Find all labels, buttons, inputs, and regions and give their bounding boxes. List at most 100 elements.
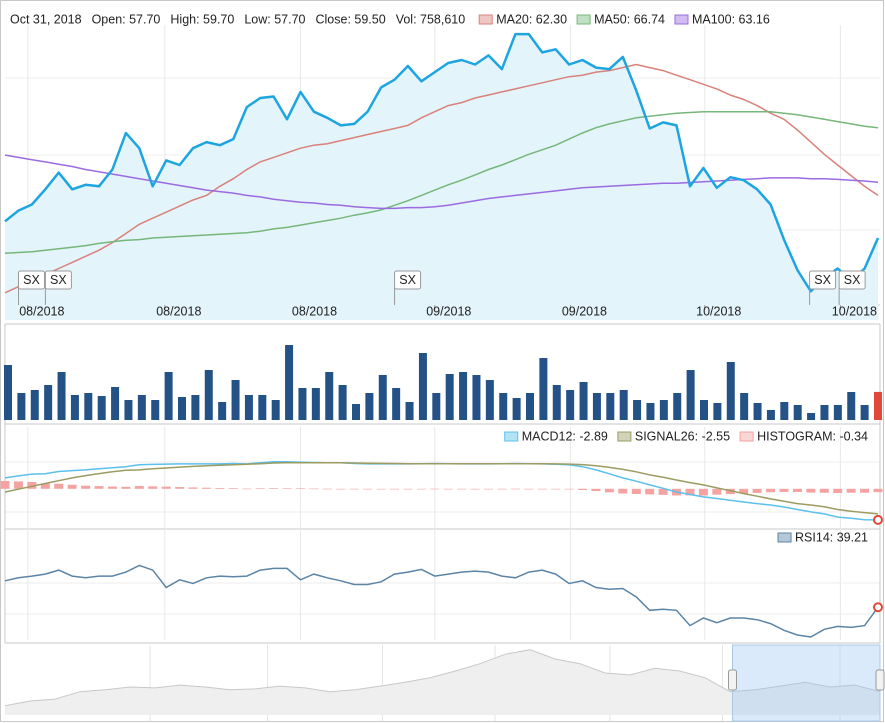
marker-box — [44, 270, 72, 290]
volume-bar — [378, 375, 387, 420]
price-line — [4, 32, 880, 293]
volume-bar — [258, 395, 267, 420]
histogram-bar — [578, 488, 588, 490]
histogram-bar — [94, 486, 104, 489]
histogram-bar — [269, 488, 279, 489]
volume-bar — [740, 393, 749, 420]
volume-bar — [298, 388, 307, 420]
x-tick-label: 08/2018 — [292, 304, 337, 318]
histogram-bar — [591, 488, 601, 492]
volume-bar — [686, 370, 695, 420]
volume-bar — [111, 387, 120, 420]
histogram-bar — [564, 488, 574, 490]
histogram-bar — [685, 488, 695, 496]
legend-label: MACD12: -2.89 — [522, 429, 608, 443]
volume-bar — [70, 395, 79, 420]
histogram-bar — [698, 488, 708, 496]
histogram-bar — [389, 488, 399, 490]
histogram-bar — [54, 483, 64, 489]
histogram-bar — [242, 488, 252, 490]
navigator-handle[interactable] — [875, 669, 885, 691]
volume-bar — [485, 380, 494, 420]
x-tick-label: 10/2018 — [696, 304, 741, 318]
navigator-area — [5, 649, 880, 715]
legend-label: MA50: 66.74 — [594, 12, 665, 26]
volume-bar — [218, 402, 227, 420]
legend-swatch — [576, 14, 591, 25]
volume-bar — [271, 400, 280, 420]
histogram-bar — [13, 481, 23, 489]
marker-label: SX — [50, 273, 67, 287]
volume-bar — [405, 402, 414, 420]
volume-bar — [780, 402, 789, 420]
histogram-bar — [67, 484, 77, 489]
histogram-bar — [846, 488, 856, 493]
volume-bar — [44, 385, 53, 420]
legend-swatch — [674, 14, 689, 25]
legend-label: SIGNAL26: -2.55 — [635, 429, 730, 443]
x-tick-label: 09/2018 — [426, 304, 471, 318]
histogram-bar — [188, 487, 198, 489]
histogram-bar — [658, 488, 668, 495]
histogram-bar — [510, 488, 520, 490]
marker-box — [838, 270, 866, 290]
volume-bar — [526, 393, 534, 420]
volume-bar — [633, 400, 642, 420]
header-field: Low: 57.70 — [244, 12, 305, 26]
volume-bar — [57, 372, 66, 420]
histogram-bar — [228, 488, 238, 489]
histogram-bar — [0, 480, 10, 489]
volume-bar — [793, 405, 802, 420]
volume-bar — [713, 403, 722, 420]
marker-box — [394, 270, 422, 290]
volume-bar — [244, 395, 253, 420]
volume-bar — [592, 393, 601, 420]
volume-bar — [151, 400, 160, 420]
navigator-line — [4, 649, 881, 707]
volume-bar — [579, 382, 588, 420]
volume-bar — [178, 397, 186, 420]
volume-bar — [231, 380, 240, 420]
header-field: Oct 31, 2018 — [10, 12, 82, 26]
volume-bar — [860, 405, 869, 420]
histogram-bar — [524, 488, 534, 490]
volume-bar — [753, 403, 762, 420]
volume-bar — [726, 362, 735, 420]
histogram-bar — [819, 488, 829, 493]
volume-bar — [4, 365, 12, 420]
volume-bar — [874, 391, 882, 420]
histogram-bar — [322, 488, 332, 490]
volume-bar — [512, 398, 521, 420]
legend-swatch — [617, 431, 632, 442]
volume-bar — [418, 353, 427, 420]
histogram-bar — [376, 488, 386, 490]
indicator-line — [4, 462, 879, 515]
legend-label: RSI14: 39.21 — [795, 530, 868, 544]
volume-bar — [807, 413, 816, 420]
volume-bar — [432, 393, 441, 420]
layout-grid — [5, 77, 880, 615]
histogram-bar — [121, 486, 131, 489]
volume-bar — [84, 393, 93, 420]
histogram-bar — [443, 488, 453, 490]
histogram-bar — [470, 488, 480, 490]
indicator-line — [4, 564, 879, 638]
x-tick-label: 09/2018 — [562, 304, 607, 318]
histogram-bar — [148, 486, 158, 489]
histogram-bar — [766, 488, 776, 493]
navigator-selection[interactable] — [732, 644, 881, 722]
histogram-bar — [712, 488, 722, 495]
histogram-bar — [792, 488, 802, 493]
histogram-bar — [161, 486, 171, 489]
histogram-bar — [81, 485, 91, 489]
marker-box — [18, 270, 46, 290]
volume-bar — [499, 393, 508, 420]
navigator-handle[interactable] — [728, 669, 737, 691]
histogram-bar — [282, 488, 292, 489]
histogram-bar — [430, 488, 440, 490]
histogram-bar — [739, 488, 749, 494]
volume-bar — [137, 395, 146, 420]
legend-swatch — [478, 14, 493, 25]
